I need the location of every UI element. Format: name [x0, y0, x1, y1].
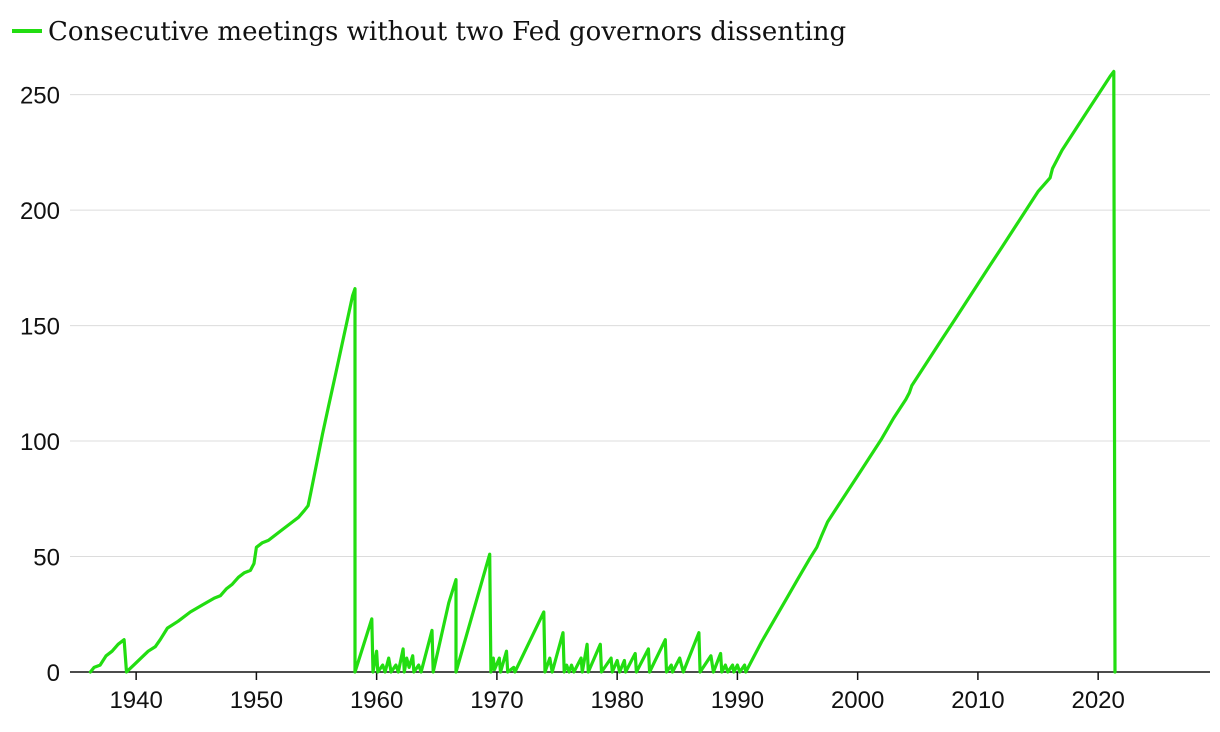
y-tick-label: 250: [20, 83, 60, 110]
x-axis-ticks: 1940 1950 1960 1970 1980 1990 2000 2010 2020: [109, 672, 1125, 714]
series-line-0: [88, 69, 1117, 674]
series-lines: [88, 69, 1117, 674]
legend: Consecutive meetings without two Fed gov…: [12, 17, 846, 47]
x-tick-label: 1950: [230, 687, 283, 714]
x-tick-label: 2020: [1071, 687, 1124, 714]
x-tick-label: 2000: [831, 687, 884, 714]
x-tick-label: 1980: [590, 687, 643, 714]
grid-lines: [70, 94, 1210, 558]
y-tick-label: 50: [33, 545, 60, 572]
legend-label: Consecutive meetings without two Fed gov…: [48, 17, 846, 47]
x-tick-label: 2010: [951, 687, 1004, 714]
x-tick-label: 1970: [470, 687, 523, 714]
y-tick-label: 200: [20, 198, 60, 225]
y-tick-label: 100: [20, 429, 60, 456]
y-tick-label: 0: [47, 660, 60, 687]
y-tick-label: 150: [20, 314, 60, 341]
y-axis-ticks: 0 50 100 150 200 250: [20, 83, 60, 687]
x-tick-label: 1990: [711, 687, 764, 714]
x-tick-label: 1940: [109, 687, 162, 714]
x-tick-label: 1960: [350, 687, 403, 714]
